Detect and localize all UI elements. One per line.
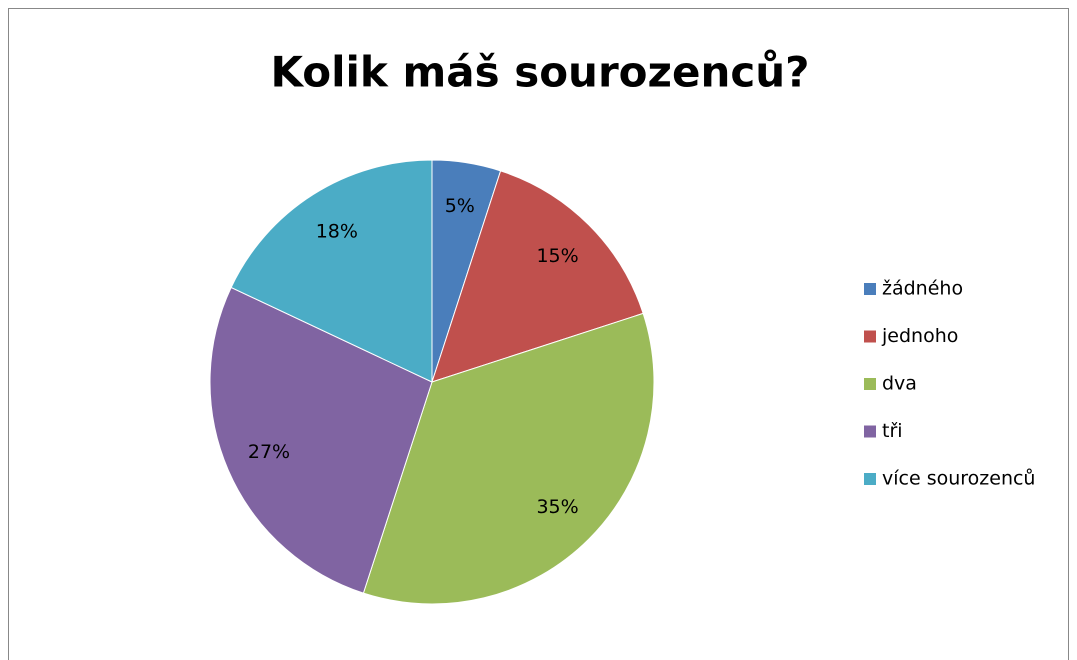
legend-swatch [864,330,876,343]
legend-swatch [864,425,876,438]
pie-slice [230,159,433,383]
pie-slice [431,170,644,383]
legend-swatch [864,283,876,295]
data-label: 35% [536,496,578,518]
data-label: 5% [445,195,475,217]
pie-slice [209,286,433,594]
legend-swatch [864,378,876,390]
legend-label: tři [882,420,903,442]
legend-label: více sourozenců [882,468,1035,490]
legend-label: dva [882,373,917,395]
chart-title: Kolik máš sourozenců? [270,48,809,97]
data-label: 15% [536,245,578,267]
data-label: 18% [316,221,358,243]
legend-swatch [864,473,876,485]
legend-label: žádného [882,278,963,300]
pie-slice [362,312,655,605]
legend-label: jednoho [881,325,958,347]
data-label: 27% [248,441,290,463]
